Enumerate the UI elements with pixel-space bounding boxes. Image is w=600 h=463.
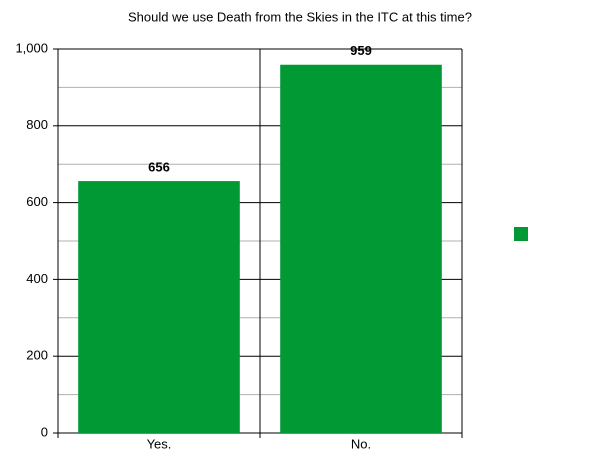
y-tick-label: 400 xyxy=(26,271,48,286)
y-tick-label: 200 xyxy=(26,348,48,363)
y-tick-label: 1,000 xyxy=(15,40,48,55)
x-tick-label: No. xyxy=(351,436,371,451)
data-label: 959 xyxy=(350,43,372,58)
x-tick-label: Yes. xyxy=(147,436,172,451)
bar xyxy=(280,64,442,433)
data-label: 656 xyxy=(148,160,170,175)
legend-swatch xyxy=(514,227,528,241)
y-tick-label: 800 xyxy=(26,117,48,132)
chart-title: Should we use Death from the Skies in th… xyxy=(128,9,472,24)
y-tick-label: 0 xyxy=(41,424,48,439)
y-tick-label: 600 xyxy=(26,194,48,209)
bar xyxy=(78,181,240,433)
